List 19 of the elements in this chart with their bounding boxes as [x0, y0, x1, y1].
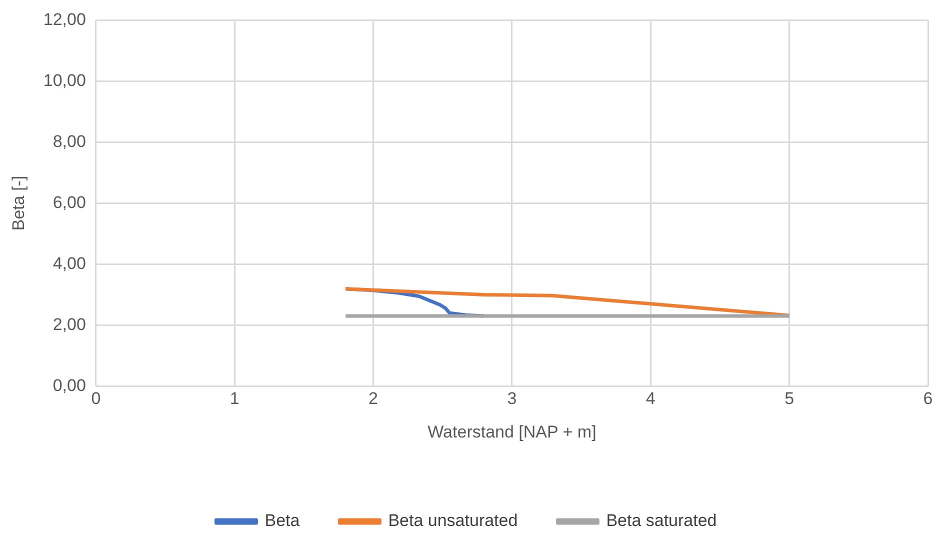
y-tick-label: 4,00 [52, 254, 86, 273]
x-tick-label: 0 [91, 389, 101, 408]
x-tick-label: 1 [230, 389, 240, 408]
y-tick-label: 6,00 [52, 192, 86, 212]
x-tick-label: 6 [923, 389, 933, 408]
y-tick-label: 2,00 [52, 314, 86, 334]
x-tick-label: 3 [507, 389, 517, 408]
legend-label: Beta [264, 511, 300, 530]
x-tick-label: 5 [784, 389, 794, 408]
x-tick-label: 2 [368, 389, 378, 408]
y-tick-label: 10,00 [43, 70, 86, 90]
legend-label: Beta saturated [606, 511, 717, 530]
x-tick-label: 4 [646, 389, 656, 408]
x-axis-title: Waterstand [NAP + m] [428, 422, 596, 442]
y-tick-label: 8,00 [52, 132, 86, 151]
y-axis-title: Beta [-] [8, 176, 28, 231]
y-tick-label: 12,00 [43, 10, 86, 29]
y-tick-label: 0,00 [52, 376, 86, 395]
legend-label: Beta unsaturated [388, 511, 518, 530]
